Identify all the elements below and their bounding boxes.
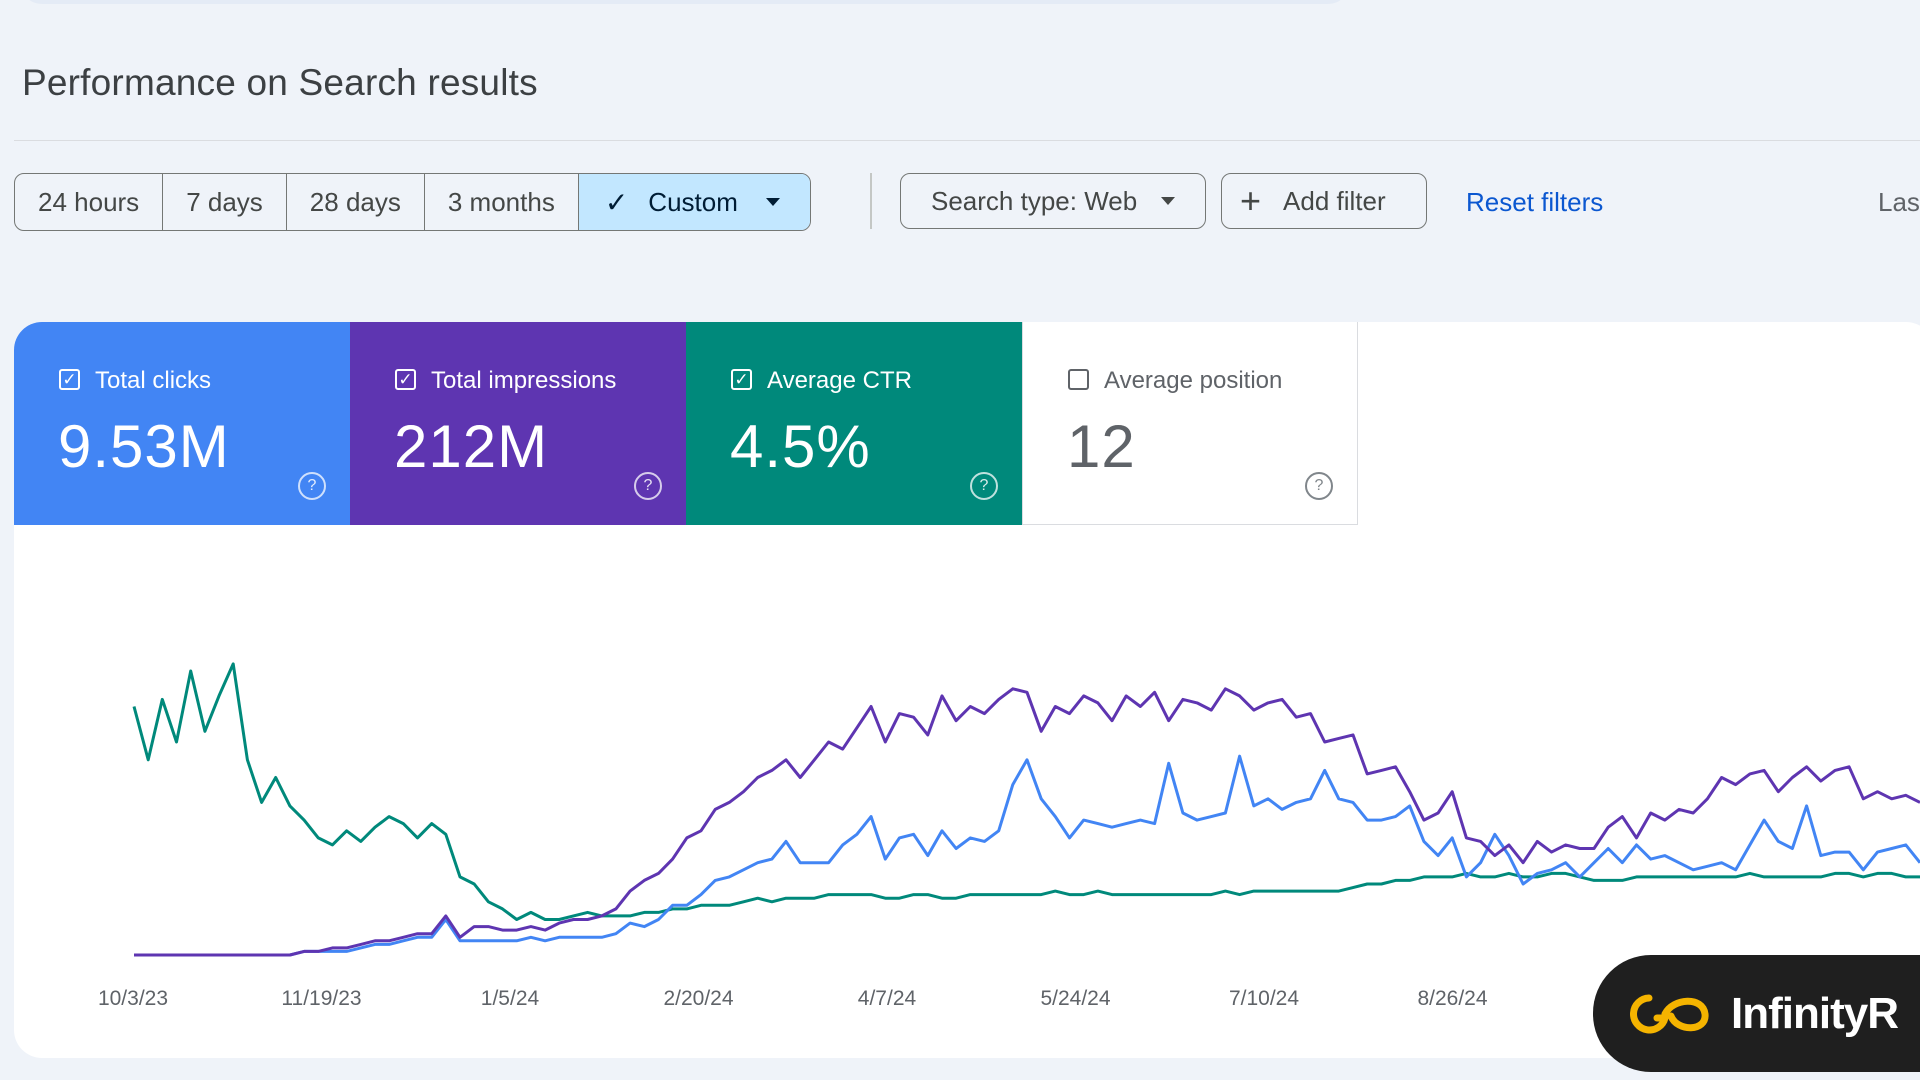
filter-divider: [870, 173, 872, 229]
infinity-logo-icon: [1630, 994, 1709, 1033]
metric-value: 4.5%: [730, 413, 871, 480]
metric-label: Average position: [1104, 367, 1283, 394]
date-range-selector: 24 hours 7 days 28 days 3 months ✓ Custo…: [14, 173, 811, 231]
help-icon[interactable]: ?: [1305, 472, 1333, 500]
range-28-days-button[interactable]: 28 days: [287, 174, 425, 230]
caret-down-icon: [765, 198, 780, 206]
range-custom-button[interactable]: ✓ Custom: [578, 174, 810, 230]
metric-label: Total impressions: [431, 367, 617, 394]
x-tick-label: 8/26/24: [1417, 987, 1487, 1010]
search-type-dropdown[interactable]: Search type: Web: [900, 173, 1206, 229]
top-search-bar: [20, 0, 1350, 4]
help-icon[interactable]: ?: [298, 472, 326, 500]
x-axis-ticks: 10/3/23 11/19/23 1/5/24 2/20/24 4/7/24 5/24/2…: [98, 987, 1664, 1010]
metric-card-total-clicks[interactable]: ✓ Total clicks 9.53M ?: [14, 322, 350, 525]
range-label: 28 days: [309, 186, 401, 217]
x-tick-label: 4/7/24: [858, 987, 917, 1010]
x-tick-label: 7/10/24: [1229, 987, 1299, 1010]
range-3-months-button[interactable]: 3 months: [425, 174, 579, 230]
checkbox-checked-icon[interactable]: ✓: [731, 369, 752, 390]
metric-label: Total clicks: [95, 367, 212, 394]
x-tick-label: 2/20/24: [663, 987, 733, 1010]
range-label: 3 months: [447, 186, 555, 217]
performance-panel: ✓ Total clicks 9.53M ? ✓ Total impressio…: [14, 322, 1920, 1058]
checkmark-icon: ✓: [604, 186, 629, 218]
x-tick-label: 11/19/23: [281, 987, 361, 1010]
metric-card-average-position[interactable]: Average position 12 ?: [1022, 322, 1358, 525]
page-title: Performance on Search results: [22, 62, 538, 103]
range-label: Custom: [648, 186, 738, 217]
checkbox-unchecked-icon[interactable]: [1068, 369, 1089, 390]
watermark-badge: InfinityR: [1593, 955, 1920, 1072]
plus-icon: +: [1240, 180, 1262, 221]
caret-down-icon: [1161, 197, 1175, 205]
metric-value: 212M: [394, 413, 549, 480]
metric-value: 9.53M: [58, 413, 230, 480]
series-line-total-clicks: [134, 754, 1920, 957]
checkbox-checked-icon[interactable]: ✓: [395, 369, 416, 390]
metric-cards: ✓ Total clicks 9.53M ? ✓ Total impressio…: [14, 322, 1358, 525]
range-24-hours-button[interactable]: 24 hours: [15, 174, 164, 230]
range-label: 24 hours: [38, 186, 140, 217]
x-tick-label: 1/5/24: [481, 987, 540, 1010]
add-filter-button[interactable]: + Add filter: [1221, 173, 1427, 229]
search-type-label: Search type: Web: [931, 185, 1138, 216]
metric-card-total-impressions[interactable]: ✓ Total impressions 212M ?: [350, 322, 686, 525]
metric-card-average-ctr[interactable]: ✓ Average CTR 4.5% ?: [686, 322, 1022, 525]
reset-filters-link[interactable]: Reset filters: [1466, 187, 1604, 217]
chart-series-group: [132, 662, 1920, 957]
range-label: 7 days: [186, 186, 263, 217]
metric-label: Average CTR: [767, 367, 912, 394]
series-line-average-ctr: [132, 662, 1920, 921]
watermark-text: InfinityR: [1731, 988, 1899, 1038]
header-divider: [14, 140, 1920, 141]
help-icon[interactable]: ?: [970, 472, 998, 500]
series-line-total-impressions: [134, 687, 1920, 957]
help-icon[interactable]: ?: [634, 472, 662, 500]
range-7-days-button[interactable]: 7 days: [163, 174, 287, 230]
checkbox-checked-icon[interactable]: ✓: [59, 369, 80, 390]
last-updated-text: Las: [1878, 187, 1920, 217]
x-tick-label: 10/3/23: [98, 987, 168, 1010]
x-tick-label: 5/24/24: [1040, 987, 1110, 1010]
add-filter-label: Add filter: [1283, 185, 1386, 216]
metric-value: 12: [1067, 413, 1136, 480]
